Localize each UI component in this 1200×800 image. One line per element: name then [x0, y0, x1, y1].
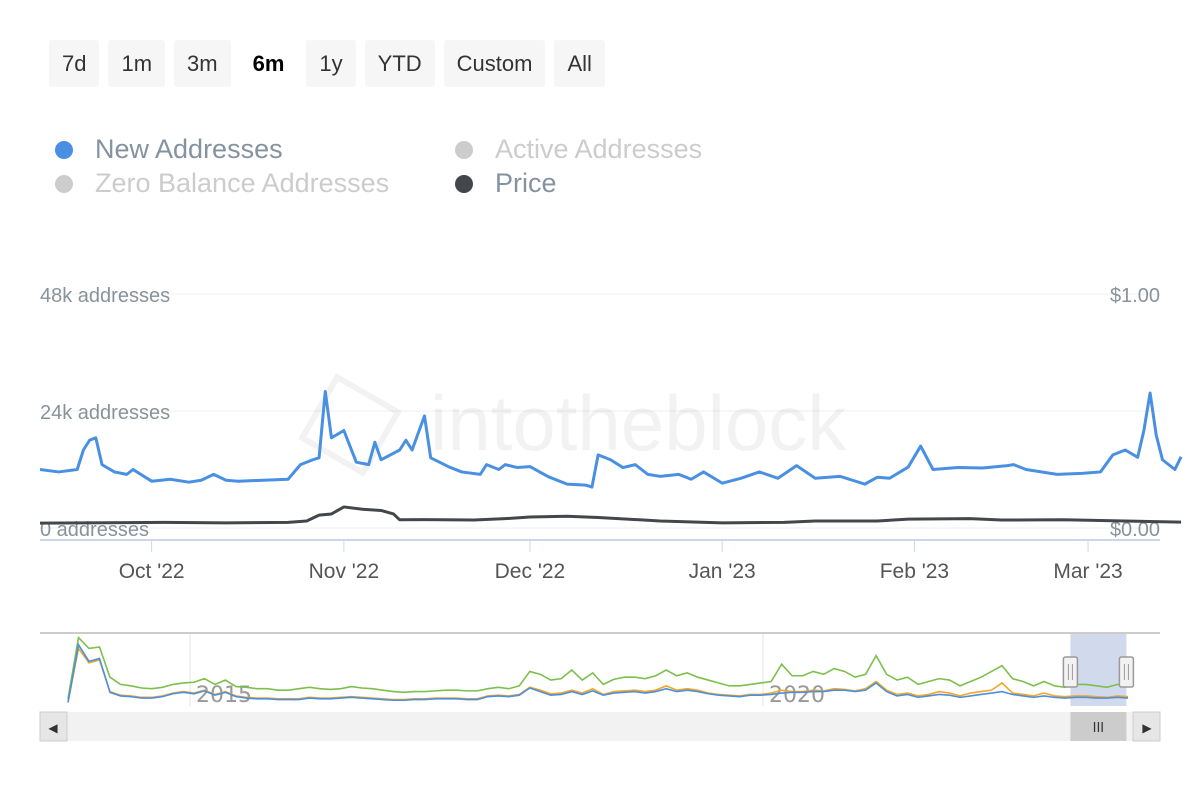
navigator-selection[interactable] — [1070, 634, 1127, 706]
range-all-button[interactable]: All — [554, 40, 605, 87]
legend-label: New Addresses — [95, 134, 283, 164]
legend-dot-icon — [55, 140, 73, 159]
x-tick-label: Dec '22 — [495, 560, 566, 583]
series-line-new-addresses — [39, 390, 1183, 489]
legend-dot-icon — [455, 140, 473, 159]
legend-label: Active Addresses — [495, 134, 703, 164]
y-left-tick-label: 0 addresses — [40, 519, 149, 541]
range-selector: 7d 1m 3m 6m 1y YTD Custom All — [49, 40, 605, 87]
navigator-handle[interactable] — [1062, 656, 1079, 688]
y-left-tick-label: 48k addresses — [40, 285, 170, 307]
y-left-tick-label: 24k addresses — [40, 402, 170, 424]
x-tick-label: Oct '22 — [119, 560, 185, 583]
navigator-handle[interactable] — [1118, 656, 1135, 688]
range-3m-button[interactable]: 3m — [174, 40, 231, 87]
range-1y-button[interactable]: 1y — [306, 40, 356, 87]
y-right-tick-label: $0.00 — [1110, 519, 1160, 541]
watermark-logo-icon — [298, 373, 402, 477]
range-7d-button[interactable]: 7d — [49, 40, 100, 87]
scroll-left-button[interactable] — [39, 711, 68, 742]
range-custom-button[interactable]: Custom — [443, 40, 546, 87]
x-tick-label: Mar '23 — [1053, 560, 1122, 583]
scrollbar-thumb[interactable] — [1070, 712, 1127, 741]
chevron-left-icon: ◀ — [48, 721, 58, 735]
legend-item-price[interactable]: Price — [455, 168, 557, 199]
navigator-series-active-addresses — [67, 635, 1129, 699]
x-tick-label: Feb '23 — [880, 560, 949, 583]
x-tick-label: Nov '22 — [309, 560, 380, 583]
scrollbar-track[interactable] — [40, 712, 1160, 741]
x-tick-label: Jan '23 — [689, 560, 756, 583]
legend-item-zero-balance-addresses[interactable]: Zero Balance Addresses — [55, 168, 389, 199]
range-1m-button[interactable]: 1m — [108, 40, 166, 87]
range-6m-button[interactable]: 6m — [239, 40, 298, 87]
series-line-price — [39, 505, 1182, 525]
watermark: intotheblock — [430, 379, 847, 467]
legend-label: Price — [495, 168, 557, 198]
legend-dot-icon — [55, 174, 73, 193]
legend-dot-icon — [455, 174, 473, 193]
navigator-year-label: 2020 — [769, 683, 825, 708]
navigator-series-new-addresses — [67, 642, 1129, 703]
range-ytd-button[interactable]: YTD — [364, 40, 435, 87]
y-right-tick-label: $1.00 — [1110, 285, 1160, 307]
grip-icon: III — [1093, 721, 1105, 736]
legend-item-active-addresses[interactable]: Active Addresses — [455, 134, 702, 165]
scroll-right-button[interactable] — [1132, 711, 1161, 742]
legend-item-new-addresses[interactable]: New Addresses — [55, 134, 283, 165]
legend-label: Zero Balance Addresses — [95, 168, 390, 198]
chevron-right-icon: ▶ — [1142, 721, 1152, 735]
